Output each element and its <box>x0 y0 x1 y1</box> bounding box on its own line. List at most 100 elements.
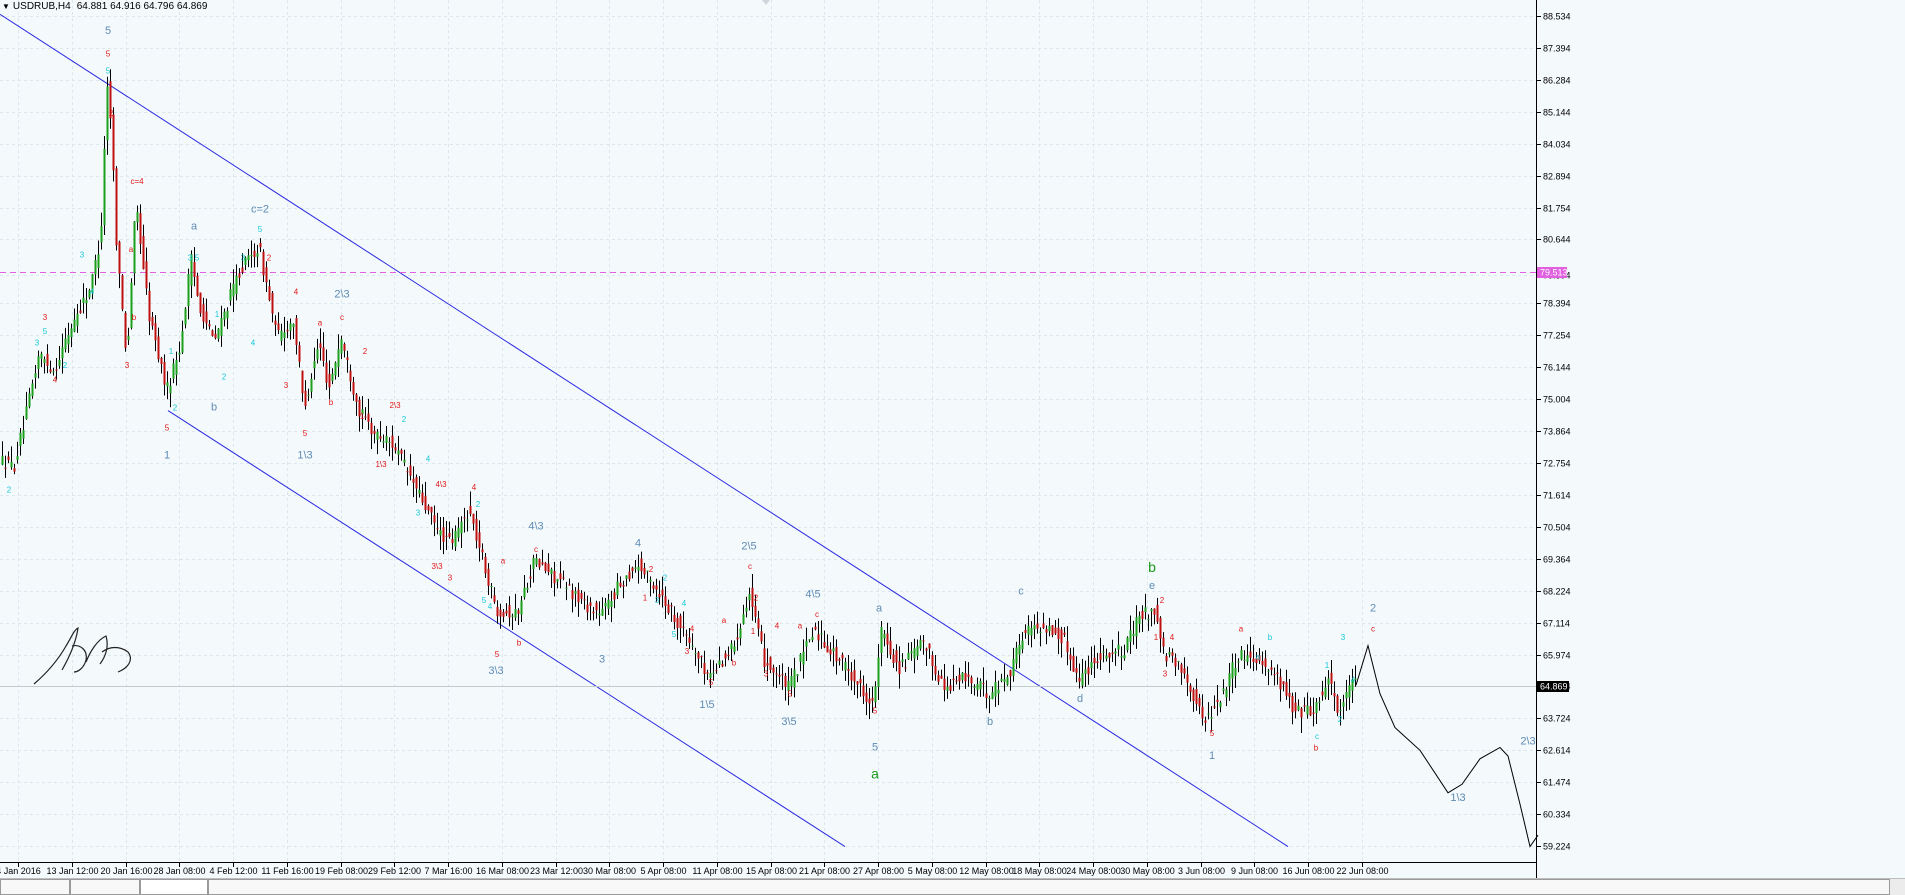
candle <box>25 391 28 420</box>
candle-body <box>409 465 412 476</box>
candle <box>31 379 34 399</box>
candle-body <box>142 236 145 270</box>
candle-body <box>817 634 820 641</box>
candle-body <box>340 339 343 354</box>
candle <box>1144 593 1147 620</box>
candle-body <box>316 349 319 360</box>
price-tick-label: 63.724 <box>1543 714 1571 724</box>
candle <box>373 425 376 444</box>
candle <box>91 273 94 300</box>
candle <box>607 593 610 616</box>
candle-body <box>1162 637 1165 647</box>
candle <box>1024 624 1027 639</box>
candle <box>1069 647 1072 671</box>
chart-tab-active[interactable] <box>140 879 208 895</box>
candle-body <box>199 292 202 314</box>
candle <box>238 268 241 286</box>
wave-label: 3 <box>125 361 130 370</box>
triangle-down-icon[interactable]: ▼ <box>2 2 10 11</box>
candle-body <box>13 468 16 472</box>
candle-body <box>1327 678 1330 685</box>
wave-label: 3 <box>35 338 40 347</box>
candle <box>196 272 199 297</box>
wave-label: 2 <box>1370 603 1376 615</box>
candle <box>64 327 67 353</box>
candle-body <box>28 393 31 407</box>
wave-label: 5 <box>105 25 111 37</box>
candle-body <box>262 251 265 276</box>
candle-body <box>40 353 43 359</box>
chart-tab-1[interactable] <box>0 879 70 895</box>
candle-body <box>1063 632 1066 635</box>
chart-tab-2[interactable] <box>70 879 140 895</box>
candle <box>967 662 970 687</box>
candle <box>184 307 187 329</box>
wave-label: c <box>340 313 344 322</box>
candle <box>871 686 874 713</box>
candle <box>976 677 979 697</box>
forecast-path[interactable] <box>1355 643 1539 848</box>
candle <box>874 681 877 708</box>
candle-body <box>211 330 214 336</box>
candle <box>637 554 640 584</box>
candle <box>127 327 130 346</box>
price-tick-label: 73.864 <box>1543 427 1571 437</box>
candle <box>70 323 73 348</box>
candle-body <box>1306 705 1309 715</box>
chart-tab-3[interactable] <box>208 879 1890 895</box>
candle <box>1282 681 1285 692</box>
candle <box>511 613 514 631</box>
candle-body <box>325 362 328 383</box>
candle <box>286 320 289 339</box>
price-tick-label: 77.254 <box>1543 331 1571 341</box>
wave-label: c <box>815 610 819 619</box>
candle-body <box>1246 655 1249 662</box>
candle <box>1105 648 1108 662</box>
candle-body <box>1105 655 1108 659</box>
candle <box>1165 653 1168 667</box>
candle <box>34 364 37 389</box>
candle <box>229 282 232 306</box>
candle-body <box>7 456 10 461</box>
candle-body <box>229 289 232 301</box>
candle <box>1270 660 1273 676</box>
candle <box>886 622 889 658</box>
wave-label: 3 <box>764 670 769 679</box>
candle <box>898 646 901 689</box>
candle <box>382 434 385 448</box>
candle-body <box>949 685 952 691</box>
candle-body <box>931 655 934 667</box>
candle-body <box>427 505 430 511</box>
wave-label: b <box>987 716 993 728</box>
candle <box>367 398 370 430</box>
chart-header: ▼ USDRUB,H4 64.881 64.916 64.796 64.869 <box>2 1 207 12</box>
candle-body <box>1234 668 1237 676</box>
candle <box>1222 679 1225 695</box>
wave-label: b <box>732 658 737 667</box>
candle <box>913 638 916 674</box>
candle <box>859 670 862 697</box>
candle <box>1120 646 1123 671</box>
candle-body <box>712 672 715 674</box>
candle <box>910 642 913 661</box>
candle-body <box>970 677 973 684</box>
candle-body <box>589 602 592 606</box>
candle <box>847 654 850 686</box>
candle <box>856 680 859 699</box>
candle <box>121 274 124 312</box>
candle <box>277 312 280 335</box>
candle-body <box>166 382 169 387</box>
candle-body <box>106 86 109 141</box>
wave-label: 2 <box>649 565 654 574</box>
candle-body <box>607 599 610 609</box>
candle-body <box>1213 706 1216 708</box>
candle <box>1084 660 1087 687</box>
candle-body <box>721 663 724 667</box>
candle <box>103 136 106 235</box>
trend-channel[interactable] <box>0 13 1289 847</box>
candle-body <box>97 254 100 268</box>
candle <box>460 516 463 548</box>
candle <box>682 611 685 637</box>
candle <box>343 342 346 358</box>
